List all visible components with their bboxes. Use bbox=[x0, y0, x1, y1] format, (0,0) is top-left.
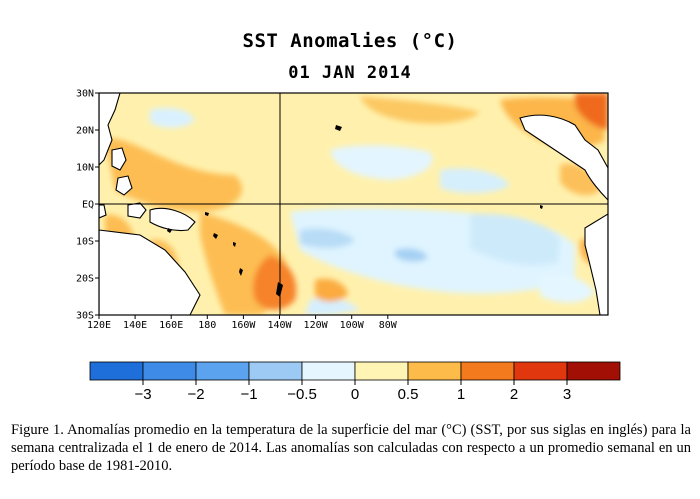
figure-caption: Figure 1. Anomalías promedio en la tempe… bbox=[11, 422, 691, 474]
lat-tick-label: 20S bbox=[76, 274, 94, 285]
colorbar-swatch bbox=[142, 361, 197, 381]
map-title: SST Anomalies (°C) bbox=[242, 30, 458, 52]
colorbar-label: −0.5 bbox=[287, 386, 317, 403]
sst-anomaly-map: 30N 20N 10N EQ 10S 20S 30S 120E 140E 160E 180 160W… bbox=[76, 89, 609, 331]
lon-tick-label: 120W bbox=[304, 320, 329, 331]
lon-tick-label: 80W bbox=[379, 320, 398, 331]
colorbar-label: −3 bbox=[134, 386, 151, 403]
map-date: 01 JAN 2014 bbox=[288, 63, 412, 83]
colorbar-swatch bbox=[566, 361, 621, 381]
lon-tick-label: 140W bbox=[267, 320, 292, 331]
colorbar-label: 0 bbox=[351, 386, 359, 403]
colorbar-label: 0.5 bbox=[398, 386, 419, 403]
colorbar: −3 −2 −1 −0.5 0 0.5 1 2 3 bbox=[89, 361, 621, 403]
colorbar-swatch bbox=[513, 361, 568, 381]
land-masses bbox=[99, 93, 608, 315]
lat-tick-label: 10S bbox=[76, 237, 94, 248]
colorbar-swatch bbox=[89, 361, 144, 381]
lon-tick-label: 180 bbox=[198, 320, 216, 331]
colorbar-swatch bbox=[407, 361, 462, 381]
latitude-axis: 30N 20N 10N EQ 10S 20S 30S bbox=[76, 89, 99, 322]
lat-tick-label: EQ bbox=[82, 200, 94, 211]
colorbar-swatch bbox=[195, 361, 250, 381]
longitude-axis: 120E 140E 160E 180 160W 140W 120W 100W 80W bbox=[87, 315, 398, 331]
lat-tick-label: 30S bbox=[76, 311, 94, 322]
lon-tick-label: 120E bbox=[87, 320, 111, 331]
colorbar-label: 3 bbox=[563, 386, 571, 403]
colorbar-swatch bbox=[248, 361, 303, 381]
lat-tick-label: 10N bbox=[76, 163, 94, 174]
colorbar-swatch bbox=[354, 361, 409, 381]
colorbar-swatch bbox=[301, 361, 356, 381]
lon-tick-label: 160W bbox=[231, 320, 256, 331]
colorbar-label: 2 bbox=[510, 386, 518, 403]
lon-tick-label: 140E bbox=[123, 320, 147, 331]
colorbar-swatch bbox=[460, 361, 515, 381]
lat-tick-label: 20N bbox=[76, 126, 94, 137]
colorbar-label: 1 bbox=[457, 386, 465, 403]
lon-tick-label: 100W bbox=[340, 320, 365, 331]
lat-tick-label: 30N bbox=[76, 89, 94, 100]
anomaly-field bbox=[99, 93, 608, 315]
colorbar-label: −1 bbox=[240, 386, 257, 403]
colorbar-label: −2 bbox=[187, 386, 204, 403]
lon-tick-label: 160E bbox=[159, 320, 183, 331]
